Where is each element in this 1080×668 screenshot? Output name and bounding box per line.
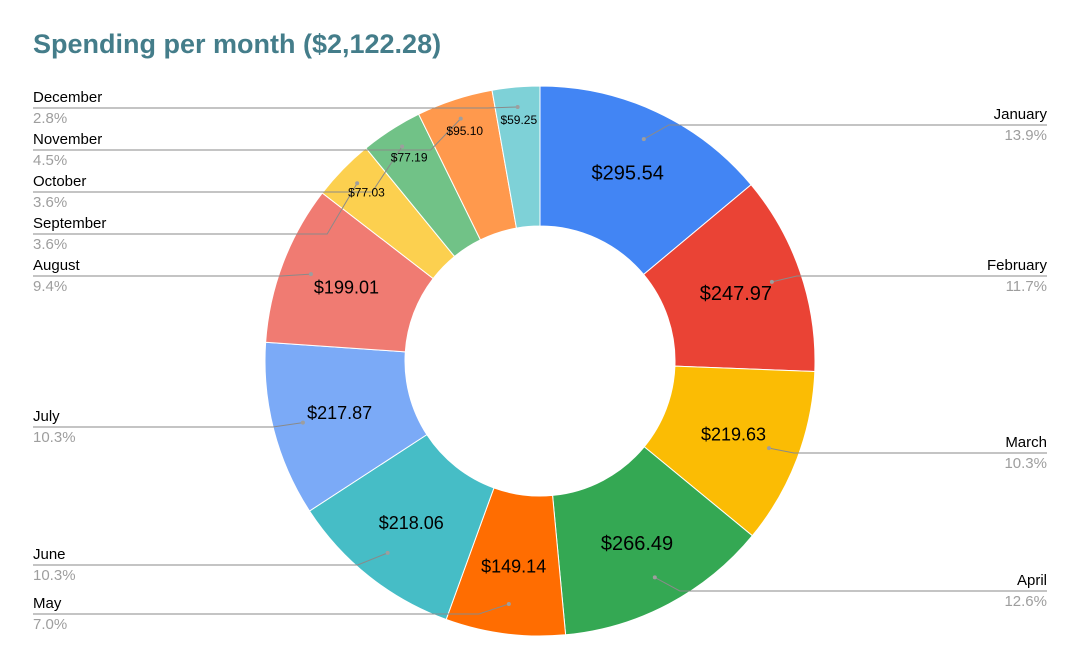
month-label-june: June bbox=[33, 546, 66, 563]
value-label-october: $77.19 bbox=[391, 150, 428, 164]
leader-line-february bbox=[771, 275, 1047, 283]
leader-line-may bbox=[33, 603, 510, 615]
value-label-september: $77.03 bbox=[348, 185, 385, 199]
month-label-november: November bbox=[33, 131, 102, 148]
month-label-february: February bbox=[987, 257, 1048, 274]
month-label-september: September bbox=[33, 215, 106, 232]
leader-dot-april bbox=[652, 575, 657, 580]
chart-title: Spending per month ($2,122.28) bbox=[33, 29, 442, 59]
percent-label-september: 3.6% bbox=[33, 236, 67, 253]
percent-label-march: 10.3% bbox=[1004, 455, 1047, 472]
leader-dot-september bbox=[355, 181, 360, 186]
percent-label-july: 10.3% bbox=[33, 429, 76, 446]
percent-label-january: 13.9% bbox=[1004, 127, 1047, 144]
leader-line-december bbox=[33, 106, 518, 109]
leader-lines-layer bbox=[33, 104, 1047, 615]
leader-dot-august bbox=[308, 272, 313, 277]
percent-label-december: 2.8% bbox=[33, 110, 67, 127]
value-label-november: $95.10 bbox=[446, 124, 483, 138]
value-label-may: $149.14 bbox=[481, 556, 546, 576]
leader-dot-november bbox=[458, 116, 463, 121]
leader-line-january bbox=[643, 124, 1047, 140]
value-label-august: $199.01 bbox=[314, 278, 379, 298]
leader-dot-may bbox=[506, 602, 511, 607]
percent-label-october: 3.6% bbox=[33, 194, 67, 211]
leader-dot-october bbox=[400, 144, 405, 149]
leader-dot-december bbox=[515, 104, 520, 109]
leader-line-june bbox=[33, 552, 388, 566]
slice-december bbox=[491, 85, 541, 229]
leader-line-september bbox=[33, 182, 358, 235]
slices-layer bbox=[264, 85, 816, 637]
percent-label-november: 4.5% bbox=[33, 152, 67, 169]
value-label-december: $59.25 bbox=[500, 113, 537, 127]
leader-dot-january bbox=[641, 137, 646, 142]
value-label-january: $295.54 bbox=[592, 162, 664, 184]
leader-line-july bbox=[33, 422, 303, 428]
month-label-january: January bbox=[994, 106, 1048, 123]
leader-line-march bbox=[768, 447, 1047, 454]
leader-dot-february bbox=[769, 279, 774, 284]
value-label-july: $217.87 bbox=[307, 403, 372, 423]
slice-january bbox=[539, 85, 752, 276]
leader-dot-june bbox=[385, 550, 390, 555]
month-label-october: October bbox=[33, 173, 86, 190]
value-label-june: $218.06 bbox=[379, 513, 444, 533]
percent-label-june: 10.3% bbox=[33, 567, 76, 584]
month-label-december: December bbox=[33, 89, 102, 106]
leader-line-august bbox=[33, 273, 311, 277]
month-label-april: April bbox=[1017, 572, 1047, 589]
leader-dot-july bbox=[300, 420, 305, 425]
percent-label-august: 9.4% bbox=[33, 278, 67, 295]
month-label-may: May bbox=[33, 595, 62, 612]
leader-dot-march bbox=[766, 446, 771, 451]
leader-line-october bbox=[33, 146, 403, 193]
month-label-july: July bbox=[33, 408, 60, 425]
value-label-february: $247.97 bbox=[700, 283, 772, 305]
percent-label-february: 11.7% bbox=[1006, 278, 1047, 295]
month-label-march: March bbox=[1005, 434, 1047, 451]
leader-line-november bbox=[33, 118, 462, 151]
labels-layer: $295.54 January 13.9% $247.97 February 11.7% $… bbox=[33, 89, 1047, 633]
percent-label-may: 7.0% bbox=[33, 616, 67, 633]
percent-label-april: 12.6% bbox=[1004, 593, 1047, 610]
leader-line-april bbox=[654, 576, 1047, 592]
value-label-march: $219.63 bbox=[701, 425, 766, 445]
month-label-august: August bbox=[33, 257, 81, 274]
value-label-april: $266.49 bbox=[601, 533, 673, 555]
